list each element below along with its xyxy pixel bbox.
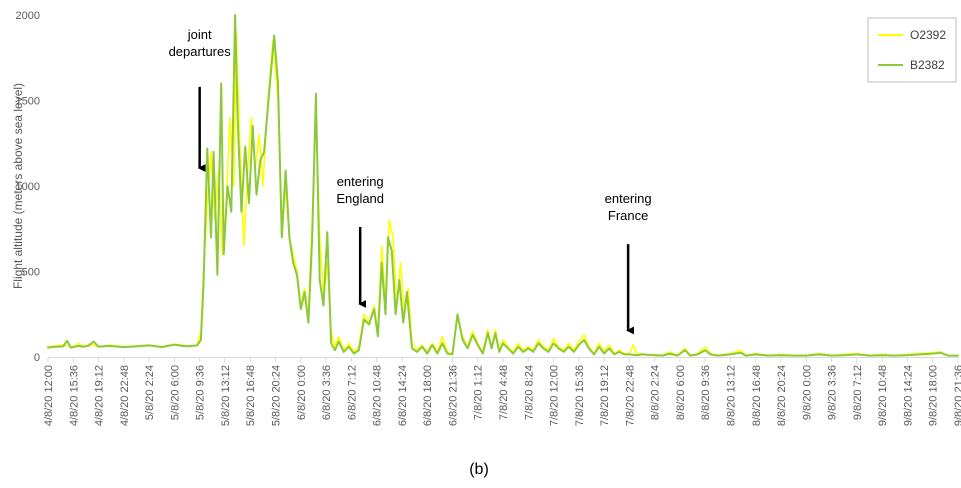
legend-label-b2382: B2382 <box>910 58 945 72</box>
legend-label-o2392: O2392 <box>910 28 946 42</box>
x-tick-label: 6/8/20 21:36 <box>447 365 459 426</box>
x-tick-label: 6/8/20 10:48 <box>372 365 384 426</box>
x-tick-label: 5/8/20 2:24 <box>144 365 156 420</box>
x-axis: 4/8/20 12:00 4/8/20 15:36 4/8/20 19:12 4/8/… <box>43 357 961 426</box>
x-tick-label: 8/8/20 9:36 <box>700 365 712 420</box>
y-tick-label: 2000 <box>16 10 40 22</box>
x-tick-label: 7/8/20 4:48 <box>498 365 510 420</box>
x-tick-label: 8/8/20 6:00 <box>675 365 687 420</box>
y-axis: 0 500 1000 1500 2000 <box>16 10 40 364</box>
legend-box <box>867 17 957 83</box>
x-tick-label: 7/8/20 22:48 <box>624 365 636 426</box>
x-tick-label: 9/8/20 18:00 <box>928 365 940 426</box>
x-tick-label: 9/8/20 0:00 <box>801 365 813 420</box>
x-tick-label: 4/8/20 22:48 <box>119 365 131 426</box>
x-tick-label: 7/8/20 19:12 <box>599 365 611 426</box>
x-tick-label: 5/8/20 13:12 <box>220 365 232 426</box>
x-tick-label: 9/8/20 21:36 <box>953 365 961 426</box>
x-tick-label: 7/8/20 1:12 <box>473 365 485 420</box>
series-lines <box>47 14 959 357</box>
x-tick-label: 5/8/20 6:00 <box>169 365 181 420</box>
y-tick-label: 1000 <box>16 181 40 193</box>
x-tick-label: 8/8/20 13:12 <box>726 365 738 426</box>
series-line-b2382 <box>47 14 959 357</box>
x-tick-label: 7/8/20 12:00 <box>549 365 561 426</box>
x-tick-label: 5/8/20 20:24 <box>271 365 283 426</box>
x-tick-label: 4/8/20 15:36 <box>68 365 80 426</box>
annotations: joint departures entering England entering Fr… <box>169 27 652 335</box>
x-tick-label: 6/8/20 3:36 <box>321 365 333 420</box>
x-tick-label: 9/8/20 14:24 <box>902 365 914 426</box>
x-tick-label: 6/8/20 7:12 <box>346 365 358 420</box>
x-tick-label: 6/8/20 0:00 <box>296 365 308 420</box>
x-tick-label: 5/8/20 16:48 <box>245 365 257 426</box>
legend: O2392 B2382 <box>867 17 957 83</box>
x-tick-label: 6/8/20 14:24 <box>397 365 409 426</box>
annotation-text: entering <box>605 191 652 206</box>
y-tick-label: 0 <box>34 352 40 364</box>
x-tick-label: 7/8/20 8:24 <box>523 365 535 420</box>
annotation-text: entering <box>337 174 384 189</box>
x-tick-label: 9/8/20 7:12 <box>852 365 864 420</box>
x-tick-label: 9/8/20 10:48 <box>877 365 889 426</box>
y-axis-label: Flight altitude (meters above sea level) <box>11 83 25 289</box>
x-tick-label: 8/8/20 2:24 <box>650 365 662 420</box>
annotation-text: France <box>608 208 648 223</box>
x-tick-label: 8/8/20 20:24 <box>776 365 788 426</box>
annotation-text: departures <box>169 44 232 59</box>
x-tick-label: 5/8/20 9:36 <box>195 365 207 420</box>
x-tick-label: 7/8/20 15:36 <box>574 365 586 426</box>
x-tick-label: 6/8/20 18:00 <box>422 365 434 426</box>
x-tick-label: 4/8/20 12:00 <box>43 365 55 426</box>
x-tick-label: 8/8/20 16:48 <box>751 365 763 426</box>
annotation-text: joint <box>187 27 212 42</box>
y-tick-label: 1500 <box>16 96 40 108</box>
figure-caption: (b) <box>469 461 489 478</box>
x-tick-label: 9/8/20 3:36 <box>827 365 839 420</box>
annotation-text: England <box>336 191 384 206</box>
y-tick-label: 500 <box>22 267 40 279</box>
series-line-o2392 <box>47 31 959 357</box>
x-tick-label: 4/8/20 19:12 <box>94 365 106 426</box>
